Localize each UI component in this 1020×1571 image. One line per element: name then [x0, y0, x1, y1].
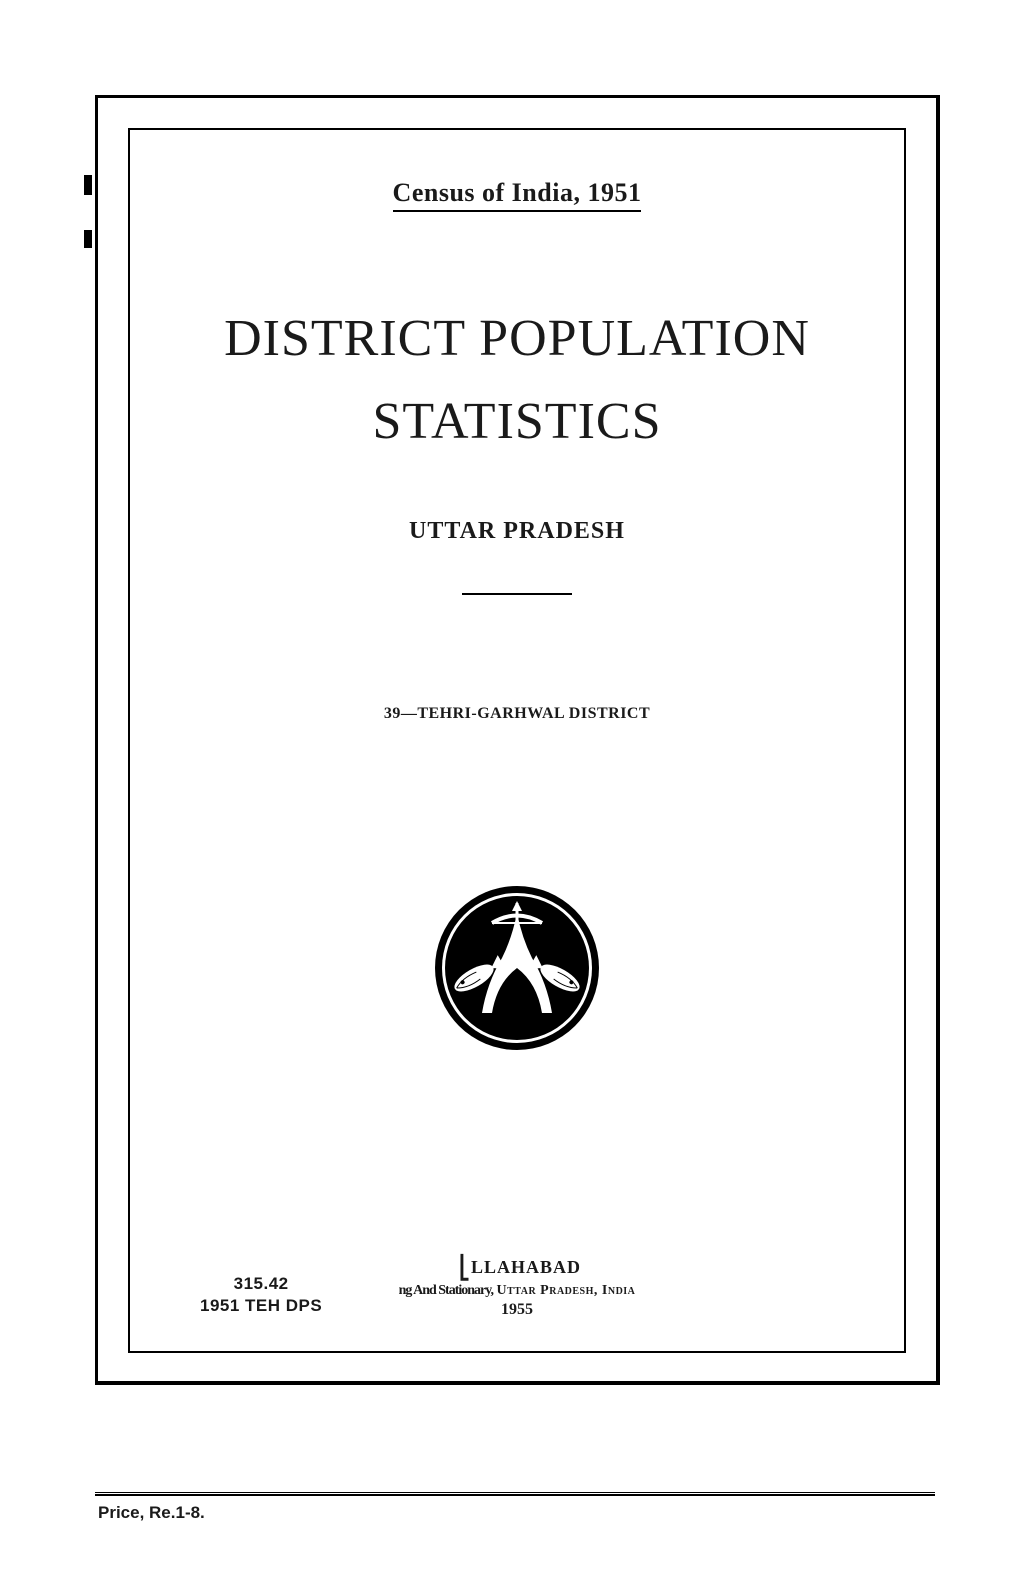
catalog-codes: 315.42 1951 TEH DPS	[200, 1274, 322, 1316]
binding-mark	[84, 230, 92, 248]
bottom-rule	[95, 1492, 935, 1496]
city-text: LLAHABAD	[471, 1257, 581, 1277]
bracket-icon: ⎣	[459, 1255, 471, 1280]
state-emblem-icon	[432, 883, 602, 1053]
publication-city: ⎣LLAHABAD	[453, 1255, 581, 1281]
district-line: 39—TEHRI-GARHWAL DISTRICT	[130, 705, 904, 723]
catalog-code-1: 315.42	[200, 1274, 322, 1294]
title-line-1: DISTRICT POPULATION	[130, 297, 904, 380]
binding-mark	[84, 175, 92, 195]
title-line-2: STATISTICS	[130, 380, 904, 463]
price-text: Price, Re.1-8.	[98, 1503, 205, 1523]
census-header: Census of India, 1951	[130, 178, 904, 212]
census-title-text: Census of India, 1951	[393, 178, 642, 212]
publisher-rest: Uttar Pradesh, India	[497, 1283, 636, 1298]
inner-border-frame: Census of India, 1951 DISTRICT POPULATIO…	[128, 128, 906, 1353]
emblem-container	[130, 883, 904, 1058]
publisher-prefix: ng And Stationary,	[399, 1283, 493, 1298]
main-title: DISTRICT POPULATION STATISTICS	[130, 297, 904, 463]
outer-border-frame: Census of India, 1951 DISTRICT POPULATIO…	[95, 95, 940, 1385]
state-name: UTTAR PRADESH	[130, 518, 904, 545]
catalog-code-2: 1951 TEH DPS	[200, 1296, 322, 1316]
document-page: Census of India, 1951 DISTRICT POPULATIO…	[0, 0, 1020, 1571]
divider-rule	[462, 593, 572, 595]
